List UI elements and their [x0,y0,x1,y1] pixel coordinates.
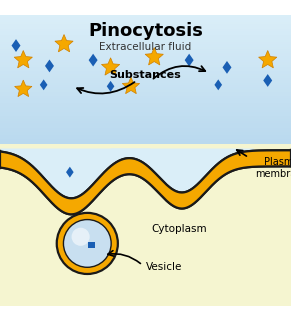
Polygon shape [12,39,20,52]
Circle shape [72,228,90,246]
Bar [0,100,291,103]
Bar [0,125,291,128]
Bar [0,132,291,134]
Bar [0,39,291,42]
Bar [0,93,291,96]
Polygon shape [89,54,97,66]
Bar [0,89,291,92]
Bar [0,41,291,44]
Bar [0,123,291,126]
Circle shape [63,220,111,267]
Bar [0,35,291,38]
Bar [0,66,291,69]
Bar [0,53,291,56]
Bar [0,118,291,121]
Polygon shape [214,79,222,90]
Bar [0,109,291,112]
Circle shape [57,213,118,274]
Bar [0,71,291,74]
Bar [0,37,291,40]
Text: Cytoplasm: Cytoplasm [151,224,207,234]
Bar [0,111,291,114]
Bar [0,57,291,60]
Bar [0,91,291,94]
Bar [0,80,291,82]
Bar [0,48,291,51]
Bar [0,87,291,90]
Bar [0,136,291,139]
Bar [0,134,291,137]
Bar [0,21,291,24]
Bar [0,30,291,33]
Bar [0,145,291,148]
Polygon shape [88,242,95,248]
Bar [0,26,291,29]
Bar [0,32,291,35]
Polygon shape [145,48,163,65]
Bar [0,69,291,71]
Bar [0,129,291,132]
Bar [0,78,291,80]
Bar [0,147,291,150]
Bar [0,23,291,26]
Polygon shape [102,58,120,75]
Bar [0,19,291,22]
Bar [0,59,291,62]
Bar [0,102,291,105]
Bar [0,17,291,20]
Bar [0,120,291,123]
Polygon shape [55,34,73,52]
Polygon shape [263,74,272,87]
Bar [0,73,291,76]
Bar [0,62,291,65]
Bar [0,55,291,58]
Polygon shape [107,81,114,92]
Bar [0,28,291,31]
Bar [0,105,291,108]
Bar [0,64,291,67]
Bar [0,14,291,17]
Polygon shape [259,50,277,68]
Bar [0,50,291,53]
Bar [0,46,291,49]
Bar [0,116,291,119]
Bar [0,141,291,143]
Text: Pinocytosis: Pinocytosis [88,22,203,40]
Bar [0,96,291,99]
Bar [0,127,291,130]
Bar [0,84,291,87]
Bar [0,75,291,78]
Bar [0,82,291,85]
Polygon shape [15,80,32,97]
Bar [0,107,291,110]
Bar [0,143,291,146]
Bar [0,98,291,101]
Polygon shape [223,61,231,74]
Text: Substances: Substances [110,70,181,80]
Bar [0,138,291,141]
Bar [0,144,291,306]
Polygon shape [122,77,140,94]
Polygon shape [66,167,74,178]
Text: Vesicle: Vesicle [146,262,182,272]
Text: Plasma
membrane: Plasma membrane [255,157,291,179]
Bar [0,44,291,47]
Polygon shape [185,54,194,66]
Bar [0,114,291,117]
Polygon shape [45,59,54,72]
Polygon shape [14,50,32,68]
Polygon shape [40,79,47,90]
Text: Extracellular fluid: Extracellular fluid [99,42,192,52]
